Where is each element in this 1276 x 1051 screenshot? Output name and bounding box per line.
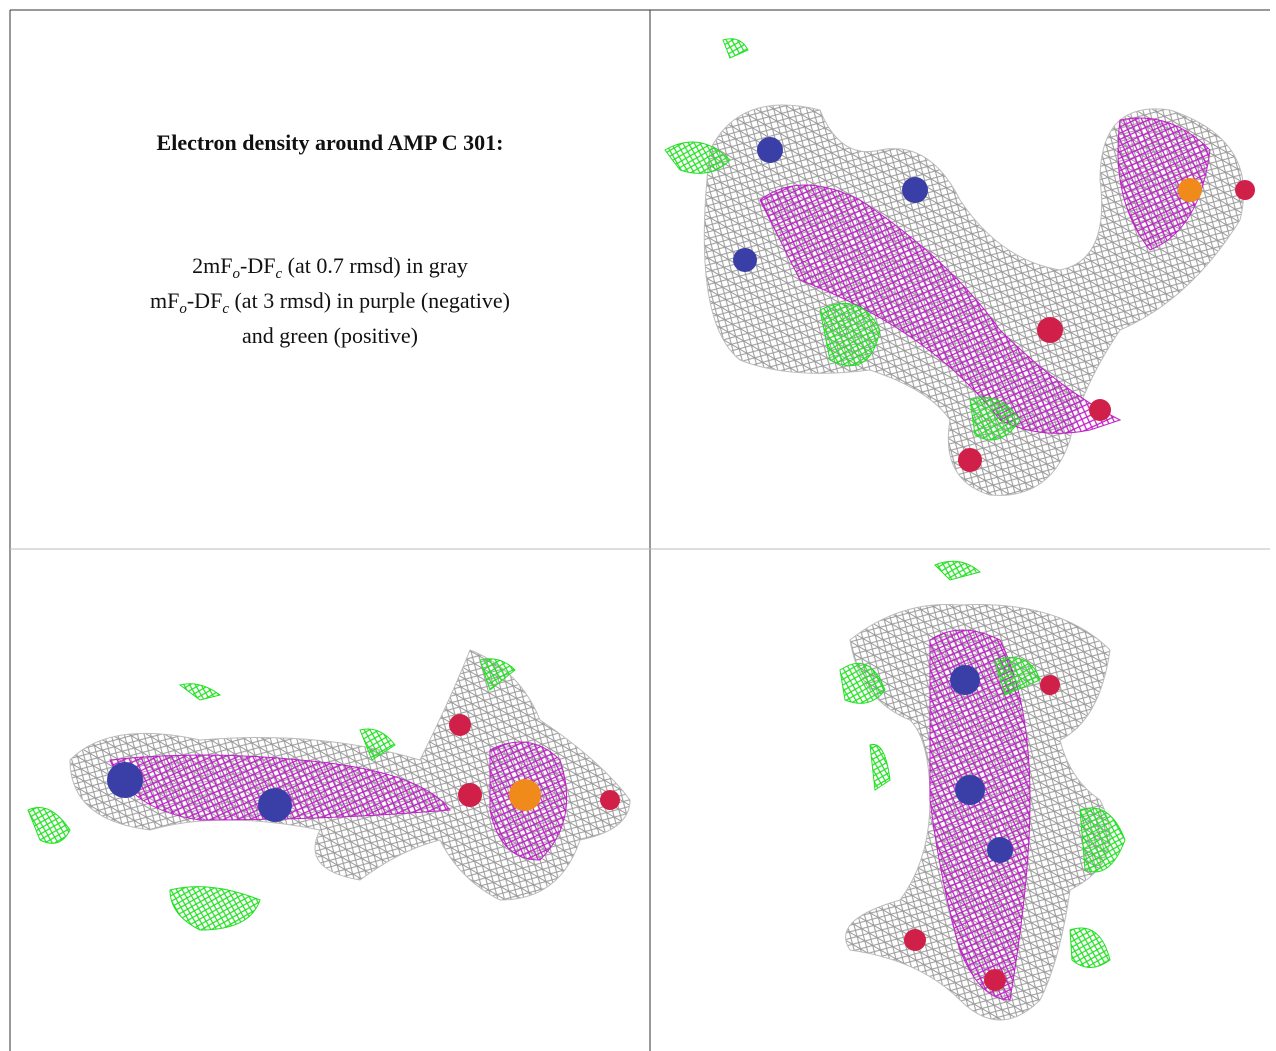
density-view-top (664, 38, 1255, 496)
text-run: mF (150, 288, 180, 313)
text-run: -DF (240, 253, 276, 278)
text-run: 2mF (192, 253, 233, 278)
subscript: c (275, 266, 283, 282)
legend-line: mFo-DFc (at 3 rmsd) in purple (negative) (10, 283, 650, 318)
text-run: -DF (186, 288, 223, 313)
subscript: o (179, 301, 187, 317)
subscript: o (232, 266, 241, 282)
density-view-left (27, 649, 631, 931)
legend-line: and green (positive) (10, 318, 650, 353)
density-view-right (839, 560, 1126, 1021)
legend-line: 2mFo-DFc (at 0.7 rmsd) in gray (10, 248, 650, 283)
text-run: (at 0.7 rmsd) in gray (282, 253, 468, 278)
legend-text: 2mFo-DFc (at 0.7 rmsd) in gray mFo-DFc (a… (10, 248, 650, 353)
panel-title: Electron density around AMP C 301: (156, 130, 504, 155)
frame (9, 9, 1270, 1051)
text-run: and green (positive) (242, 323, 418, 348)
subscript: c (222, 301, 229, 317)
text-run: (at 3 rmsd) in purple (negative) (228, 288, 510, 313)
